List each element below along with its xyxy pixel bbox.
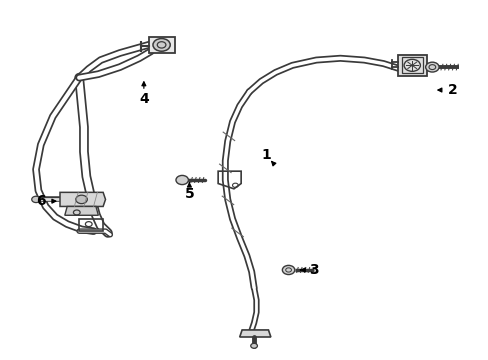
Polygon shape	[239, 330, 270, 337]
Circle shape	[250, 343, 257, 348]
Text: 2: 2	[447, 83, 457, 97]
Circle shape	[32, 196, 41, 203]
Polygon shape	[148, 37, 175, 53]
Circle shape	[425, 62, 438, 72]
Polygon shape	[60, 192, 105, 207]
Circle shape	[282, 265, 294, 275]
Text: 5: 5	[184, 187, 194, 201]
Text: 6: 6	[36, 194, 45, 208]
Text: 3: 3	[308, 263, 318, 277]
Polygon shape	[397, 55, 426, 76]
Text: 4: 4	[139, 92, 148, 106]
Text: 1: 1	[261, 148, 270, 162]
Circle shape	[76, 195, 87, 204]
Circle shape	[153, 39, 170, 51]
Polygon shape	[64, 207, 98, 215]
Circle shape	[176, 175, 188, 185]
